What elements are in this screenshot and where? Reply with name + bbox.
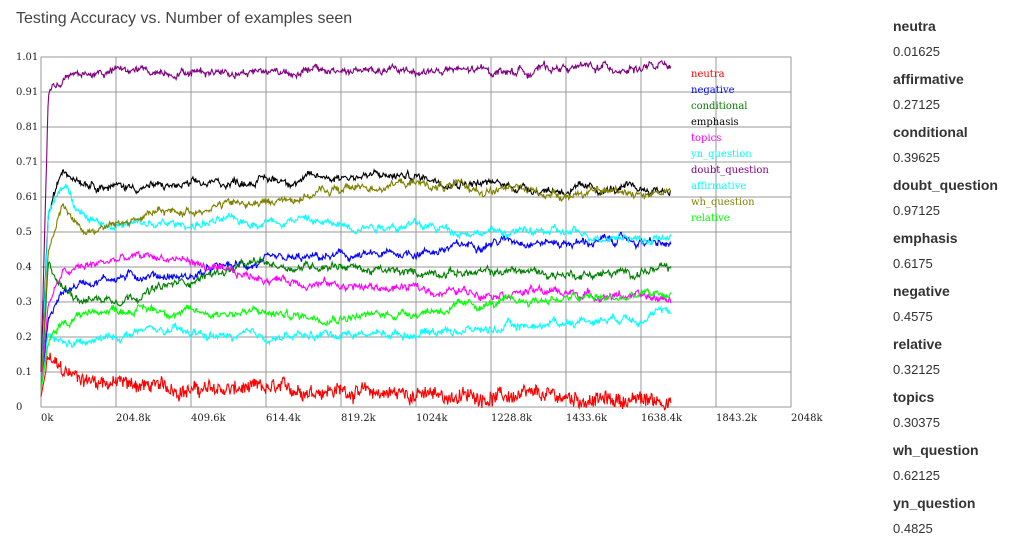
x-tick-label: 1638.4k [641, 413, 683, 424]
legend-entry-negative: negative [691, 85, 735, 96]
legend-entry-neutra: neutra [691, 69, 725, 80]
x-tick-label: 1228.8k [491, 413, 533, 424]
x-tick-label: 1024k [416, 413, 448, 424]
y-tick-label: 0.81 [16, 122, 38, 133]
x-tick-label: 2048k [791, 413, 823, 424]
y-tick-label: 0.5 [16, 227, 32, 238]
legend-entry-emphasis: emphasis [691, 117, 739, 128]
y-tick-label: 0 [16, 402, 22, 413]
chart-title: Testing Accuracy vs. Number of examples … [16, 10, 353, 27]
y-tick-label: 0.91 [16, 87, 38, 98]
series-line-wh-question [40, 177, 672, 390]
side-series-name: neutra [893, 18, 936, 34]
side-series-name: doubt_question [893, 177, 998, 193]
side-series-name: topics [893, 389, 935, 405]
series-line-yn-question [40, 182, 672, 390]
series-line-emphasis [40, 168, 672, 373]
side-series-value: 0.97125 [893, 203, 940, 218]
y-tick-label: 1.01 [16, 52, 38, 63]
side-series-value: 0.01625 [893, 44, 940, 59]
side-series-name: relative [893, 336, 943, 352]
x-tick-label: 204.8k [116, 413, 152, 424]
x-tick-label: 1433.6k [566, 413, 608, 424]
side-series-value: 0.27125 [893, 97, 940, 112]
series-line-affirmative [40, 305, 672, 390]
series-line-neutra [40, 352, 672, 411]
final-values-panel: neutra 0.01625 affirmative 0.27125 condition… [893, 16, 1011, 546]
side-series-value: 0.62125 [893, 468, 940, 483]
legend-entry-wh-question: wh_question [691, 197, 755, 208]
side-series-value: 0.4575 [893, 309, 933, 324]
x-tick-label: 409.6k [191, 413, 227, 424]
side-series-name: wh_question [893, 442, 979, 458]
legend-entry-topics: topics [691, 133, 721, 144]
x-tick-label: 1843.2k [716, 413, 758, 424]
y-tick-label: 0.4 [16, 262, 32, 273]
side-series-value: 0.30375 [893, 415, 940, 430]
side-series-name: emphasis [893, 230, 958, 246]
x-tick-label: 0k [41, 413, 54, 424]
series-line-topics [40, 250, 672, 390]
x-tick-label: 614.4k [266, 413, 302, 424]
y-tick-label: 0.61 [16, 192, 38, 203]
x-tick-label: 819.2k [341, 413, 377, 424]
series-line-doubt-question [40, 59, 672, 373]
y-tick-label: 0.3 [16, 297, 32, 308]
side-series-value: 0.39625 [893, 150, 940, 165]
series-line-conditional [40, 255, 672, 390]
side-series-name: yn_question [893, 495, 976, 511]
series-line-negative [40, 231, 672, 390]
side-series-name: affirmative [893, 71, 964, 87]
y-tick-label: 0.71 [16, 157, 38, 168]
y-tick-label: 0.1 [16, 367, 32, 378]
legend-entry-affirmative: affirmative [691, 181, 746, 192]
legend-entry-relative: relative [691, 213, 730, 224]
side-series-value: 0.4825 [893, 521, 933, 536]
y-tick-label: 0.2 [16, 332, 32, 343]
line-chart: 0k 204.8k 409.6k 614.4k 819.2k 1024k 1228.8k 14… [16, 52, 823, 424]
series-line-relative [40, 287, 672, 390]
chart-area: 0k 204.8k 409.6k 614.4k 819.2k 1024k 1228.8k 14… [0, 40, 860, 440]
side-series-value: 0.32125 [893, 362, 940, 377]
side-series-name: conditional [893, 124, 968, 140]
legend-entry-conditional: conditional [691, 101, 748, 112]
legend-entry-doubt-question: doubt_question [691, 165, 769, 176]
side-series-name: negative [893, 283, 950, 299]
legend-entry-yn-question: yn_question [690, 149, 752, 160]
side-series-value: 0.6175 [893, 256, 933, 271]
